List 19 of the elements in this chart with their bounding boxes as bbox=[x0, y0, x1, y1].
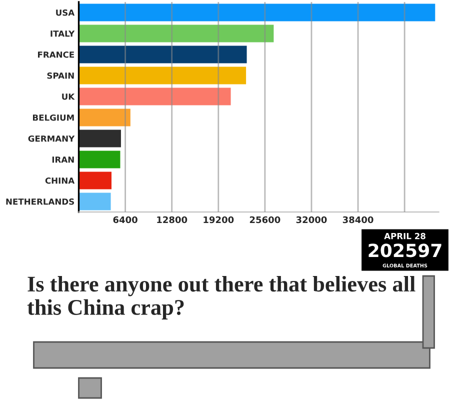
y-tick-label: FRANCE bbox=[38, 51, 74, 58]
text: APRIL 28 bbox=[384, 232, 426, 240]
x-tick-label: 38400 bbox=[342, 216, 374, 224]
y-tick-label: UK bbox=[62, 94, 75, 100]
y-tick-label: NETHERLANDS bbox=[6, 198, 74, 205]
x-tick-label: 12800 bbox=[157, 216, 188, 224]
y-tick-label: USA bbox=[56, 9, 75, 16]
y-tick-label: CHINA bbox=[45, 177, 75, 184]
text: 202597 bbox=[368, 244, 442, 258]
x-tick-label: 32000 bbox=[296, 216, 327, 224]
y-tick-label: BELGIUM bbox=[32, 114, 74, 121]
y-tick-label: SPAIN bbox=[47, 72, 74, 79]
y-tick-label: IRAN bbox=[52, 156, 74, 163]
y-tick-label: GERMANY bbox=[28, 135, 75, 142]
text: Is there anyone out there that believes all this China crap? bbox=[27, 276, 416, 320]
x-tick-label: 19200 bbox=[204, 216, 234, 224]
y-tick-label: ITALY bbox=[50, 30, 75, 37]
x-tick-label: 25600 bbox=[250, 216, 280, 224]
x-tick-label: 6400 bbox=[113, 216, 138, 224]
